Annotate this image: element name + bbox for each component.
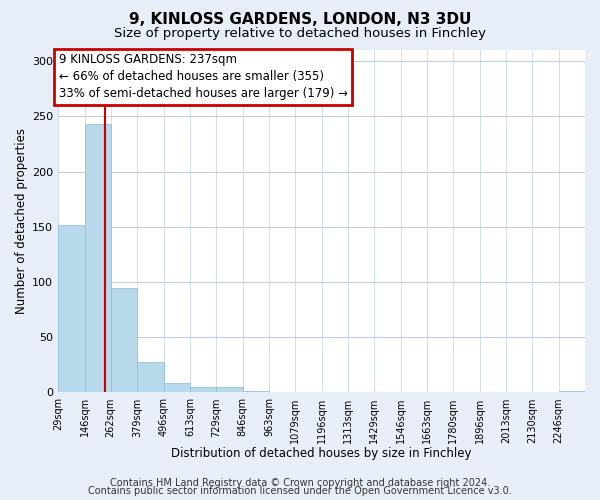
- Bar: [111, 288, 137, 393]
- X-axis label: Distribution of detached houses by size in Finchley: Distribution of detached houses by size …: [172, 447, 472, 460]
- Text: 9, KINLOSS GARDENS, LONDON, N3 3DU: 9, KINLOSS GARDENS, LONDON, N3 3DU: [129, 12, 471, 28]
- Bar: [85, 124, 111, 392]
- Text: Size of property relative to detached houses in Finchley: Size of property relative to detached ho…: [114, 28, 486, 40]
- Bar: [190, 387, 217, 392]
- Bar: [164, 382, 190, 392]
- Bar: [58, 224, 85, 392]
- Bar: [216, 387, 242, 392]
- Bar: [137, 362, 164, 392]
- Text: Contains public sector information licensed under the Open Government Licence v3: Contains public sector information licen…: [88, 486, 512, 496]
- Text: Contains HM Land Registry data © Crown copyright and database right 2024.: Contains HM Land Registry data © Crown c…: [110, 478, 490, 488]
- Y-axis label: Number of detached properties: Number of detached properties: [15, 128, 28, 314]
- Text: 9 KINLOSS GARDENS: 237sqm
← 66% of detached houses are smaller (355)
33% of semi: 9 KINLOSS GARDENS: 237sqm ← 66% of detac…: [59, 54, 347, 100]
